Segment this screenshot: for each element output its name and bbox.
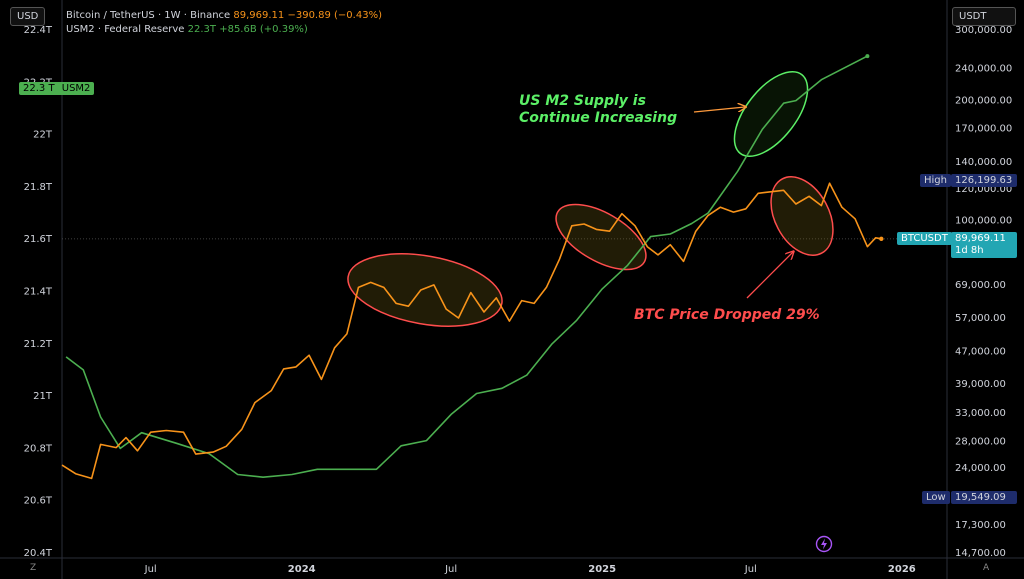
lightning-icon[interactable] [815, 535, 833, 553]
m2-price-tag: 22.3 T USM2 [19, 82, 95, 95]
m2-price-tag-value: 22.3 T [23, 83, 55, 94]
btc-price-tag-value: 89,969.11 [955, 233, 1006, 244]
left-axis-tick-label: 21.2T [24, 339, 53, 350]
legend-m2-change: +85.6B (+0.39%) [219, 24, 308, 35]
m2-last-point [865, 54, 870, 59]
legend: Bitcoin / TetherUS · 1W · Binance 89,969… [66, 9, 382, 37]
time-axis-tick-label: 2026 [888, 564, 916, 575]
legend-btc-change: −390.89 (−0.43%) [287, 10, 382, 21]
legend-btc-price: 89,969.11 [233, 10, 285, 21]
time-axis-tick-label: 2024 [288, 564, 316, 575]
right-axis-tick-label: 140,000.00 [955, 157, 1012, 168]
time-axis-tick-label: 2025 [588, 564, 616, 575]
btc-last-point [879, 236, 884, 242]
low-value: 19,549.09 [951, 491, 1017, 504]
btc-name-tag: BTCUSDT [897, 232, 952, 245]
high-label: High [920, 174, 951, 187]
left-axis-tick-label: 20.8T [24, 443, 53, 454]
right-axis-tick-label: 24,000.00 [955, 463, 1006, 474]
btc-annotation-arrow [746, 252, 793, 299]
m2-annotation-arrow [693, 107, 745, 113]
btc-annotation: BTC Price Dropped 29% [634, 307, 820, 323]
legend-m2-symbol: USM2 · Federal Reserve [66, 24, 185, 35]
right-axis-tick-label: 47,000.00 [955, 346, 1006, 357]
right-axis-tick-label: 39,000.00 [955, 379, 1006, 390]
left-axis-tick-label: 22.4T [24, 25, 53, 36]
left-axis-tick-label: 20.6T [24, 496, 53, 507]
right-axis-tick-label: 28,000.00 [955, 436, 1006, 447]
btc-series-line [61, 182, 882, 480]
right-axis-tick-label: 57,000.00 [955, 313, 1006, 324]
btc-price-tag-countdown: 1d 8h [955, 245, 984, 256]
right-axis-tick-label: 240,000.00 [955, 64, 1012, 75]
left-axis-tick-label: 21T [33, 391, 53, 402]
btc-consolidation-circle-2025 [555, 203, 647, 271]
left-axis-tick-label: 21.4T [24, 287, 53, 298]
right-axis-tick-label: 69,000.00 [955, 280, 1006, 291]
left-axis-tick-label: 20.4T [24, 548, 53, 559]
m2-annotation-line-2: Continue Increasing [519, 110, 678, 126]
time-axis-tick-label: Jul [444, 564, 457, 575]
timezone-z-icon[interactable]: Z [30, 563, 37, 573]
time-axis-tick-label: Jul [744, 564, 757, 575]
left-axis-tick-label: 21.8T [24, 182, 53, 193]
m2-rise-circle [733, 70, 809, 158]
legend-m2[interactable]: USM2 · Federal Reserve 22.3T +85.6B (+0.… [66, 23, 382, 37]
right-axis-tick-label: 14,700.00 [955, 548, 1006, 559]
legend-m2-value: 22.3T [187, 24, 217, 35]
high-value: 126,199.63 [951, 174, 1017, 187]
time-axis-tick-label: Jul [144, 564, 157, 575]
btc-drop-circle [770, 176, 834, 256]
right-currency-button[interactable]: USDT [952, 7, 1016, 26]
m2-price-tag-name: USM2 [61, 83, 91, 94]
left-axis-tick-label: 22T [33, 130, 53, 141]
left-currency-button[interactable]: USD [10, 7, 46, 26]
right-axis-tick-label: 120,000.00 [955, 184, 1012, 195]
m2-annotation-line-1: US M2 Supply is [519, 93, 646, 109]
right-axis-tick-label: 17,300.00 [955, 520, 1006, 531]
right-axis-tick-label: 33,000.00 [955, 408, 1006, 419]
right-axis-tick-label: 100,000.00 [955, 216, 1012, 227]
btc-price-tag: 89,969.11 1d 8h [951, 232, 1017, 258]
left-axis-tick-label: 21.6T [24, 234, 53, 245]
low-label: Low [922, 491, 950, 504]
legend-btc[interactable]: Bitcoin / TetherUS · 1W · Binance 89,969… [66, 9, 382, 23]
auto-scale-a-icon[interactable]: A [983, 563, 990, 573]
m2-annotation: US M2 Supply is Continue Increasing [519, 93, 677, 127]
right-axis-tick-label: 170,000.00 [955, 123, 1012, 134]
right-axis-tick-label: 200,000.00 [955, 95, 1012, 106]
right-axis-tick-label: 300,000.00 [955, 25, 1012, 36]
m2-series-line [65, 55, 868, 478]
legend-btc-symbol: Bitcoin / TetherUS · 1W · Binance [66, 10, 231, 21]
